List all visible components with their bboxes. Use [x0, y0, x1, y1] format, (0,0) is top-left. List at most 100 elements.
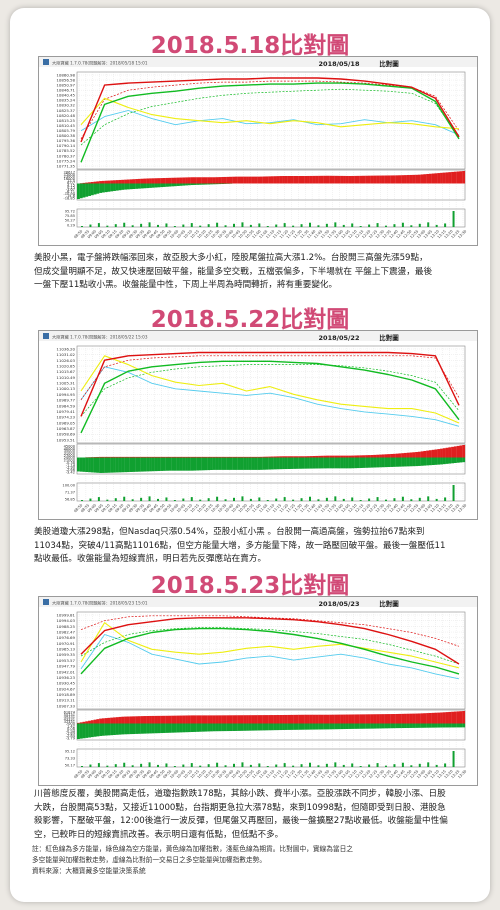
volume-bar-green: [174, 183, 177, 187]
volume-bar-green: [79, 723, 83, 739]
bottom-bar: [207, 224, 210, 227]
volume-bar-green: [82, 723, 86, 739]
volume-bar-red: [157, 178, 161, 184]
volume-bar-green: [312, 457, 316, 469]
x-tick-label: 09:20: [114, 769, 125, 780]
series-line-green: [80, 627, 460, 675]
volume-bar-red: [218, 177, 222, 184]
volume-bar-green: [85, 457, 89, 473]
volume-bar-red: [210, 715, 213, 724]
bottom-bar: [81, 766, 83, 767]
bottom-bar: [140, 763, 143, 767]
bottom-bar: [233, 497, 235, 501]
bottom-bar: [258, 223, 261, 227]
volume-bar-green: [157, 183, 161, 188]
volume-bar-green: [301, 723, 305, 730]
volume-bar-red: [404, 452, 407, 458]
bottom-bar: [385, 765, 387, 767]
volume-bar-red: [226, 176, 230, 184]
volume-bar-green: [284, 457, 288, 470]
bottom-tick-label: 95.72: [65, 209, 75, 213]
x-tick-label: 10:30: [210, 503, 221, 514]
volume-bar-red: [329, 175, 333, 184]
bottom-bar: [368, 224, 371, 227]
y-tick-label: 10942.01: [56, 669, 75, 674]
desc-line: 殺影響，下壓破平盤，12:00後進行一波反彈，但尾盤又再壓回，最後一盤擴壓27點…: [34, 816, 448, 827]
x-tick-label: 13:30: [457, 229, 468, 240]
volume-bar-red: [401, 453, 405, 458]
x-tick-label: 09:45: [149, 229, 159, 239]
x-tick-label: 10:00: [169, 503, 180, 514]
x-tick-label: 09:10: [101, 229, 112, 240]
volume-bar-red: [198, 177, 202, 184]
volume-bar-red: [268, 456, 272, 458]
volume-bar-red: [110, 180, 114, 184]
series-line-red_dash: [80, 615, 460, 647]
bottom-bar: [393, 224, 396, 227]
volume-bar-red: [137, 716, 141, 724]
series-line-blue: [80, 634, 460, 680]
bottom-bar: [89, 764, 92, 767]
x-tick-label: 09:10: [101, 769, 112, 780]
volume-bar-green: [243, 457, 247, 470]
x-tick-label: 10:00: [169, 229, 180, 240]
volume-bar-red: [90, 720, 94, 724]
bottom-bar: [385, 499, 387, 501]
volume-bar-red: [334, 175, 338, 184]
x-tick-label: 11:15: [272, 503, 282, 513]
volume-bar-red: [362, 714, 366, 724]
volume-bar-red: [307, 456, 310, 458]
volume-bar-red: [448, 172, 452, 184]
volume-bar-green: [331, 457, 335, 469]
volume-bar-red: [387, 714, 391, 724]
volume-bar-green: [226, 723, 230, 732]
volume-bar-red: [337, 175, 341, 184]
app-logo-icon: [43, 59, 49, 65]
volume-bar-red: [409, 452, 413, 458]
x-tick-label: 10:10: [183, 229, 194, 240]
bottom-bar: [123, 762, 126, 767]
volume-bar-red: [354, 455, 358, 458]
x-tick-label: 09:40: [142, 503, 153, 514]
bottom-bar: [418, 223, 421, 227]
volume-bar-red: [154, 456, 158, 458]
y-tick-label: 10979.41: [56, 409, 75, 414]
bottom-bar: [275, 224, 278, 227]
volume-bar-green: [323, 723, 327, 730]
x-tick-label: 11:05: [258, 229, 268, 239]
bottom-bar: [351, 497, 354, 501]
series-line-yellow: [80, 355, 460, 424]
volume-bar-green: [398, 723, 402, 729]
volume-bar-green: [298, 723, 302, 730]
volume-bar-green: [445, 723, 449, 728]
volume-bar-red: [196, 456, 200, 458]
y-tick-label: 10947.79: [56, 664, 75, 669]
volume-bar-green: [176, 183, 180, 186]
volume-bar-green: [404, 457, 407, 467]
x-tick-label: 12:10: [348, 769, 359, 780]
volume-bar-green: [365, 723, 369, 729]
volume-bar-red: [146, 178, 150, 184]
volume-bar-red: [187, 456, 191, 458]
volume-bar-red: [262, 715, 266, 724]
volume-bar-green: [221, 457, 224, 470]
volume-bar-green: [456, 723, 460, 728]
volume-bar-red: [312, 456, 316, 458]
volume-bar-red: [268, 176, 272, 184]
x-tick-label: 10:35: [217, 503, 227, 513]
volume-tick-label: -10.94: [63, 192, 75, 196]
volume-tick-label: 40000: [64, 447, 76, 451]
volume-bar-red: [82, 721, 86, 724]
volume-bar-red: [85, 721, 89, 724]
volume-bar-green: [337, 457, 341, 469]
volume-bar-green: [334, 723, 338, 730]
y-tick-label: 10965.13: [56, 647, 75, 652]
x-tick-label: 12:45: [396, 503, 406, 513]
volume-bar-red: [140, 716, 144, 724]
volume-bar-green: [121, 183, 125, 190]
volume-bar-green: [93, 723, 97, 737]
volume-tick-label: 24000: [64, 456, 76, 460]
chart-header-right: 比對圖: [379, 59, 399, 68]
volume-bar-green: [240, 723, 244, 731]
volume-bar-red: [315, 714, 319, 724]
